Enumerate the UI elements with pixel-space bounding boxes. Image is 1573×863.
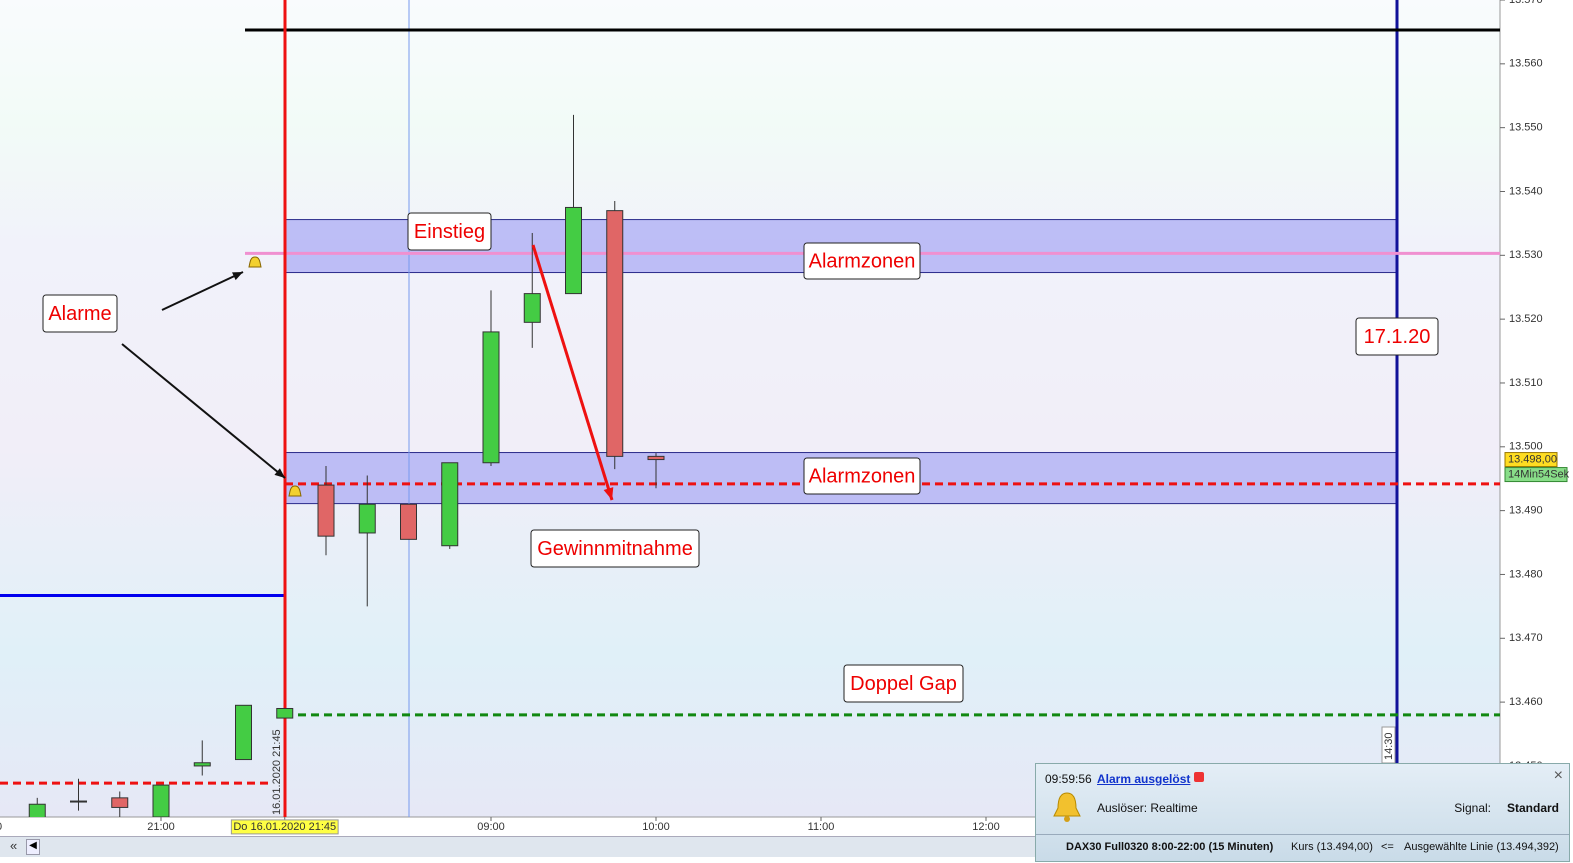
y-tick-label: 13.540 (1509, 185, 1543, 197)
scroll-back[interactable]: ◀ (26, 839, 40, 855)
candle-body (523, 293, 541, 323)
instrument: DAX30 Full0320 8:00-22:00 (15 Minuten) (1066, 841, 1274, 853)
alert-time: 09:59:56 (1045, 772, 1092, 786)
candle-body (152, 784, 170, 817)
y-tick-label: 13.550 (1509, 122, 1543, 134)
y-tick-label: 13.460 (1509, 696, 1543, 708)
arrow (121, 343, 286, 479)
alarm-bell (248, 256, 262, 268)
y-tick-label: 13.470 (1509, 632, 1543, 644)
candle-body (647, 455, 665, 461)
x-label-highlight (230, 819, 339, 835)
annotation: Doppel Gap (850, 673, 957, 695)
scrollbar[interactable]: « ◀ (0, 836, 1035, 857)
candle-body (235, 704, 252, 761)
candle-body (28, 803, 46, 817)
y-tick-label: 13.570 (1509, 0, 1543, 6)
annotation-box (803, 457, 921, 495)
candle-body (482, 331, 500, 464)
vertical-date-label: 16.01.2020 21:45 (271, 729, 283, 815)
alert-title[interactable]: Alarm ausgelöst (1097, 772, 1191, 786)
plot-background (0, 0, 1500, 817)
annotation-box (843, 664, 964, 703)
annotation: Alarmzonen (809, 465, 916, 487)
candle-body (193, 762, 211, 767)
alert-line: Ausgewählte Linie (13.494,392) (1404, 841, 1559, 853)
annotation: 17.1.20 (1364, 326, 1431, 348)
arrow (161, 271, 244, 311)
y-axis-area (1500, 0, 1573, 836)
candle-body (317, 484, 335, 537)
candle-body (111, 797, 129, 808)
arrow-head (274, 468, 285, 478)
signal-label: Signal: (1454, 801, 1491, 815)
signal-value: Standard (1506, 801, 1559, 815)
arrow-head (603, 487, 614, 500)
y-tick-label: 13.520 (1509, 313, 1543, 325)
x-tick-label: 10:00 (642, 821, 670, 833)
alert-price: Kurs (13.494,00) (1291, 841, 1373, 853)
x-tick-label: 12:00 (972, 821, 1000, 833)
annotation: Einstieg (414, 221, 485, 243)
overlay: Einstieg Alarmzonen Alarme 17.1.20 Alarmzone… (42, 212, 1439, 703)
alert-operator: <= (1381, 841, 1394, 853)
annotation-box (407, 212, 492, 251)
alert-trigger: Auslöser: Realtime (1097, 801, 1198, 815)
x-tick-label: 09:00 (477, 821, 505, 833)
alarm-bell (288, 485, 302, 497)
y-tick-label: 13.560 (1509, 58, 1543, 70)
candle-body (70, 800, 87, 803)
candle-body (441, 462, 459, 547)
annotation-box (530, 529, 700, 568)
bell-icon (1053, 792, 1081, 822)
candle-body (606, 210, 624, 457)
annotation-box (1355, 317, 1439, 356)
annotation: Gewinnmitnahme (537, 538, 693, 560)
y-tick-label: 13.500 (1509, 441, 1543, 453)
divider (1036, 834, 1569, 835)
arrow (531, 244, 614, 501)
scroll-fast-back[interactable]: « (10, 838, 18, 853)
candle-body (400, 503, 417, 540)
alert-popup: 09:59:56 Alarm ausgelöst × Auslöser: Rea… (1035, 763, 1570, 862)
close-button[interactable]: × (1553, 767, 1563, 784)
y-tick-label: 13.510 (1509, 377, 1543, 389)
y-tick-label: 13.530 (1509, 249, 1543, 261)
annotation-box (42, 294, 118, 333)
x-tick-label: 21:00 (147, 821, 175, 833)
countdown-label: 14Min54Sek (1508, 468, 1570, 480)
y-tick-label: 13.480 (1509, 568, 1543, 580)
candle-body (565, 206, 582, 295)
annotation: Alarme (48, 303, 111, 325)
vertical-time-label: 14:30 (1383, 732, 1395, 760)
price-tag (1504, 452, 1558, 468)
price-tag-label: 13.498,00 (1508, 453, 1557, 465)
alert-delete-icon[interactable] (1194, 772, 1204, 782)
candle-body (276, 707, 294, 719)
countdown-tag (1504, 467, 1568, 483)
arrow-head (232, 272, 243, 281)
x-tick-label: Do 16.01.2020 21:45 (233, 821, 336, 833)
x-tick-label: 11:00 (808, 821, 835, 833)
annotation: Alarmzonen (809, 250, 916, 272)
x-tick-label: 00 (0, 821, 2, 833)
annotation-box (803, 242, 921, 280)
candle-body (358, 503, 376, 534)
y-tick-label: 13.490 (1509, 505, 1543, 517)
